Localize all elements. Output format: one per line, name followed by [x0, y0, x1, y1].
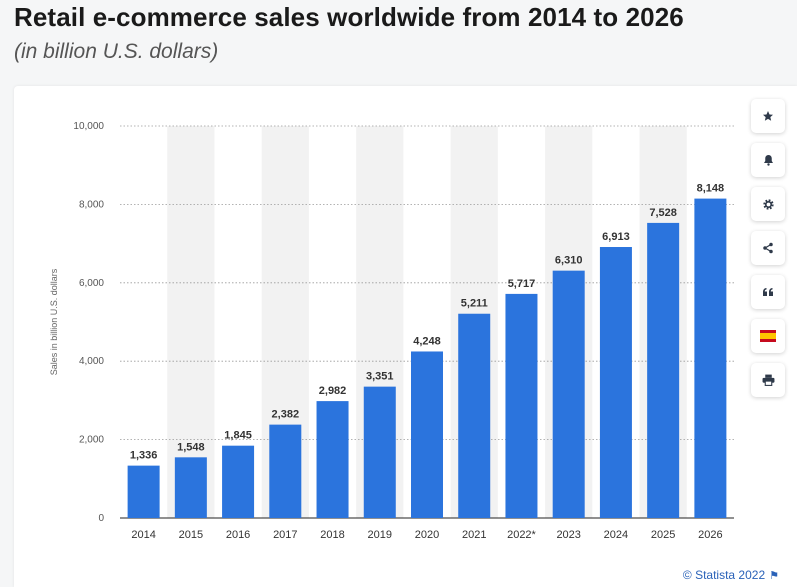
- bar: [269, 424, 302, 518]
- y-tick-label: 10,000: [73, 121, 104, 132]
- data-label: 6,310: [555, 255, 583, 267]
- y-tick-label: 0: [98, 513, 104, 524]
- chart-card: 1,336 1,548 1,845 2,382 2,982 3,351 4,248 5,211…: [14, 86, 797, 587]
- data-label: 5,717: [508, 278, 536, 290]
- bar: [505, 293, 538, 518]
- bar-chart: 1,336 1,548 1,845 2,382 2,982 3,351 4,248 5,211…: [49, 121, 734, 541]
- x-tick-label: 2017: [273, 529, 297, 541]
- print-icon: [762, 374, 774, 386]
- bar: [411, 351, 443, 518]
- credit-text[interactable]: © Statista 2022: [682, 568, 766, 582]
- bar: [599, 247, 632, 518]
- y-tick-label: 4,000: [79, 356, 104, 367]
- x-tick-label: 2022*: [507, 529, 536, 541]
- x-tick-label: 2018: [320, 529, 344, 541]
- data-label: 5,211: [461, 298, 488, 310]
- bell-icon: [763, 155, 773, 166]
- data-label: 1,336: [130, 450, 158, 462]
- statista-credit[interactable]: © Statista 2022 ⚑: [683, 568, 779, 582]
- cite-button[interactable]: [751, 275, 785, 309]
- language-button[interactable]: [751, 319, 785, 353]
- x-tick-label: 2021: [462, 529, 486, 541]
- bar: [647, 222, 680, 518]
- bar: [552, 270, 585, 518]
- x-tick-label: 2024: [604, 529, 628, 541]
- x-tick-label: 2015: [179, 529, 203, 541]
- print-button[interactable]: [751, 363, 785, 397]
- page-title: Retail e-commerce sales worldwide from 2…: [14, 2, 684, 32]
- x-tick-label: 2020: [415, 529, 439, 541]
- page-subtitle: (in billion U.S. dollars): [14, 40, 219, 63]
- background-band: [167, 126, 215, 518]
- share-icon: [763, 242, 773, 254]
- spain-flag-icon: [760, 330, 776, 342]
- bar: [174, 457, 207, 518]
- quote-icon: [763, 288, 773, 296]
- x-tick-label: 2026: [698, 529, 722, 541]
- x-tick-label: 2014: [131, 529, 155, 541]
- data-label: 1,845: [224, 430, 252, 442]
- bar: [222, 445, 255, 518]
- data-label: 2,382: [272, 409, 300, 421]
- bar: [127, 465, 160, 518]
- x-tick-label: 2023: [556, 529, 580, 541]
- gear-icon: [762, 198, 774, 210]
- bar: [363, 386, 396, 518]
- bar: [458, 313, 491, 518]
- share-button[interactable]: [751, 231, 785, 265]
- flag-icon: ⚑: [769, 570, 779, 582]
- bookmark-button[interactable]: [751, 99, 785, 133]
- star-icon: [763, 111, 773, 121]
- notification-button[interactable]: [751, 143, 785, 177]
- data-label: 7,528: [649, 207, 677, 219]
- settings-button[interactable]: [751, 187, 785, 221]
- y-tick-label: 8,000: [79, 199, 104, 210]
- data-label: 6,913: [602, 231, 630, 243]
- y-tick-label: 6,000: [79, 278, 104, 289]
- bar: [316, 401, 349, 518]
- chart-toolbar: [751, 99, 786, 407]
- data-label: 2,982: [319, 385, 347, 397]
- x-tick-label: 2016: [226, 529, 250, 541]
- bar: [694, 198, 727, 518]
- y-axis-label: Sales in billion U.S. dollars: [49, 268, 59, 375]
- x-tick-label: 2019: [368, 529, 392, 541]
- data-label: 3,351: [366, 371, 394, 383]
- data-label: 4,248: [413, 335, 441, 347]
- data-label: 8,148: [697, 183, 725, 195]
- data-label: 1,548: [177, 441, 205, 453]
- y-tick-label: 2,000: [79, 435, 104, 446]
- x-tick-label: 2025: [651, 529, 675, 541]
